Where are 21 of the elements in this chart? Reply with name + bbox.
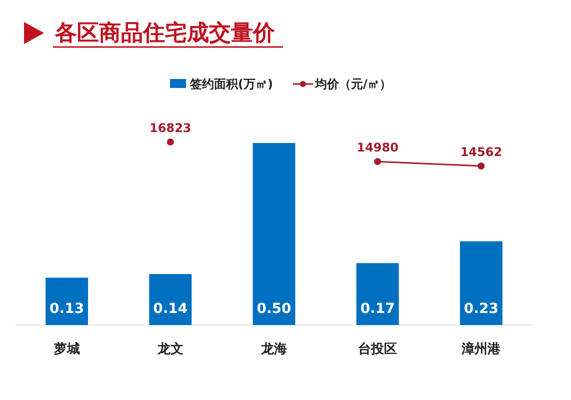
bar [46, 278, 88, 325]
data-label: 0.50 [256, 301, 292, 317]
bar [460, 241, 502, 325]
data-label: 16823 [150, 121, 192, 135]
x-tick-label: 台投区 [358, 341, 398, 357]
bar [252, 143, 296, 325]
x-tick-label: 龙海 [260, 342, 287, 357]
data-label: 14980 [356, 140, 398, 155]
data-label: 0.23 [464, 301, 498, 317]
legend-label: 签约面积(万㎡) [189, 77, 273, 91]
data-label: 0.17 [360, 301, 395, 317]
chart-title: 各区商品住宅成交量价 [54, 20, 276, 46]
legend-label: 均价（元/㎡） [314, 77, 392, 91]
data-label: 0.13 [50, 301, 84, 317]
bar [356, 263, 399, 325]
data-label: 14562 [460, 145, 502, 159]
x-tick-label: 萝城 [52, 342, 80, 357]
bar [149, 274, 192, 325]
x-tick-label: 漳州港 [460, 341, 502, 357]
data-label: 0.14 [153, 301, 188, 317]
x-tick-label: 龙文 [156, 341, 184, 357]
